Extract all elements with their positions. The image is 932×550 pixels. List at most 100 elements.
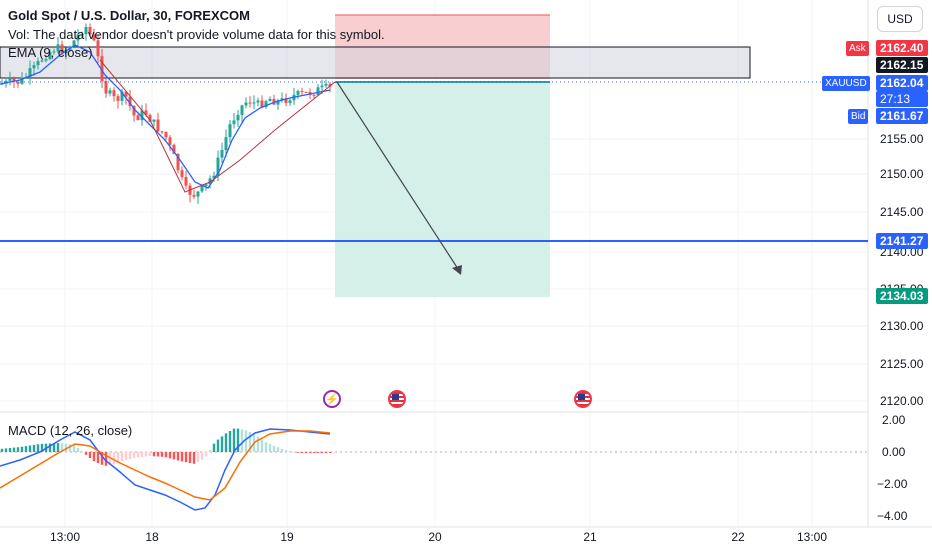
price-tick: 2125.00 — [880, 357, 924, 371]
candle-body — [20, 77, 24, 84]
histogram-bar — [256, 436, 260, 452]
candle-body — [240, 105, 244, 115]
time-tick: 22 — [731, 530, 745, 544]
candle-body — [256, 100, 260, 103]
histogram-bar — [160, 452, 164, 457]
histogram-bar — [204, 452, 208, 457]
candle-body — [160, 131, 164, 133]
candle-body — [152, 119, 156, 122]
take-profit-zone[interactable] — [335, 82, 550, 297]
candle-body — [104, 81, 108, 94]
candle-body — [108, 90, 112, 94]
candle-body — [224, 137, 228, 150]
candle-body — [228, 124, 232, 138]
candle-body — [156, 119, 160, 132]
candle-body — [212, 175, 216, 179]
histogram-bar — [188, 452, 192, 463]
candle-body — [304, 91, 308, 93]
histogram-bar — [16, 447, 20, 452]
symbol-title[interactable]: Gold Spot / U.S. Dollar, 30, FOREXCOM — [8, 8, 250, 23]
histogram-bar — [112, 452, 116, 465]
candle-body — [112, 90, 116, 97]
candle-body — [296, 90, 300, 95]
histogram-bar — [176, 452, 180, 461]
candle-body — [216, 157, 220, 176]
histogram-bar — [260, 439, 264, 452]
currency-button[interactable]: USD — [877, 6, 923, 32]
candle-body — [232, 120, 236, 125]
candle-body — [96, 40, 100, 57]
time-tick: 13:00 — [797, 530, 827, 544]
histogram-bar — [316, 452, 320, 453]
candle-body — [28, 68, 32, 78]
candle-body — [76, 34, 80, 41]
time-axis[interactable]: 13:00 18 19 20 21 22 13:00 — [50, 530, 827, 544]
candle-body — [120, 91, 124, 101]
box-top-price-tag: 2162.15 — [876, 57, 928, 73]
candle-body — [168, 137, 172, 145]
candle-body — [100, 56, 104, 82]
histogram-bar — [136, 452, 140, 458]
histogram-bar — [12, 447, 16, 452]
histogram-bar — [120, 452, 124, 462]
histogram-bar — [228, 431, 232, 452]
candle-body — [124, 91, 128, 97]
time-tick: 20 — [428, 530, 442, 544]
histogram-bar — [40, 443, 44, 452]
histogram-bar — [152, 452, 156, 457]
candle-body — [208, 178, 212, 185]
histogram-bar — [52, 443, 56, 452]
candle-body — [36, 60, 40, 66]
candle-body — [204, 184, 208, 186]
histogram-bar — [20, 446, 24, 452]
candle-body — [320, 85, 324, 88]
ask-label: Ask — [846, 41, 869, 56]
histogram-bar — [172, 452, 176, 460]
macd-tick: −4.00 — [877, 509, 908, 523]
macd-axis[interactable]: 2.00 0.00 −2.00 −4.00 — [877, 413, 908, 523]
histogram-bar — [80, 451, 84, 453]
candle-body — [44, 59, 48, 61]
histogram-bar — [296, 452, 300, 453]
candle-body — [52, 51, 56, 53]
target-arrow[interactable] — [336, 81, 461, 273]
candle-body — [324, 83, 328, 86]
histogram-bar — [180, 452, 184, 462]
histogram-bar — [24, 446, 28, 452]
candle-body — [236, 114, 240, 121]
macd-legend[interactable]: MACD (12, 26, close) — [8, 423, 133, 438]
ema-legend[interactable]: EMA (9, close) — [8, 45, 93, 60]
price-axis[interactable]: 2155.00 2150.00 2145.00 2140.00 2135.00 … — [880, 132, 924, 408]
bid-label: Bid — [848, 109, 869, 124]
histogram-bar — [104, 452, 108, 466]
price-tick: 2150.00 — [880, 167, 924, 181]
resistance-box[interactable] — [0, 46, 751, 79]
histogram-bar — [208, 450, 212, 452]
ask-price-tag: 2162.40 — [876, 40, 928, 56]
candle-body — [84, 26, 88, 35]
candle-body — [132, 106, 136, 116]
candle-body — [148, 114, 152, 122]
trend-line[interactable] — [99, 59, 336, 193]
candle-body — [328, 83, 332, 87]
histogram-bar — [284, 450, 288, 452]
bar-countdown: 27:13 — [876, 91, 928, 107]
candle-body — [276, 100, 280, 105]
price-tick: 2145.00 — [880, 205, 924, 219]
histogram-bar — [232, 428, 236, 452]
candle-body — [288, 100, 292, 104]
candle-body — [48, 51, 52, 60]
us-flag-event-icon[interactable] — [574, 390, 592, 408]
candle-body — [32, 65, 36, 69]
macd-tick: −2.00 — [877, 477, 908, 491]
histogram-bar — [328, 452, 332, 453]
volume-note: Vol: The data vendor doesn't provide vol… — [8, 27, 385, 42]
lightning-event-icon[interactable]: ⚡ — [323, 390, 341, 408]
candle-body — [56, 44, 60, 52]
us-flag-event-icon[interactable] — [388, 390, 406, 408]
price-tick: 2120.00 — [880, 394, 924, 408]
histogram-bar — [28, 445, 32, 452]
time-tick: 18 — [145, 530, 159, 544]
